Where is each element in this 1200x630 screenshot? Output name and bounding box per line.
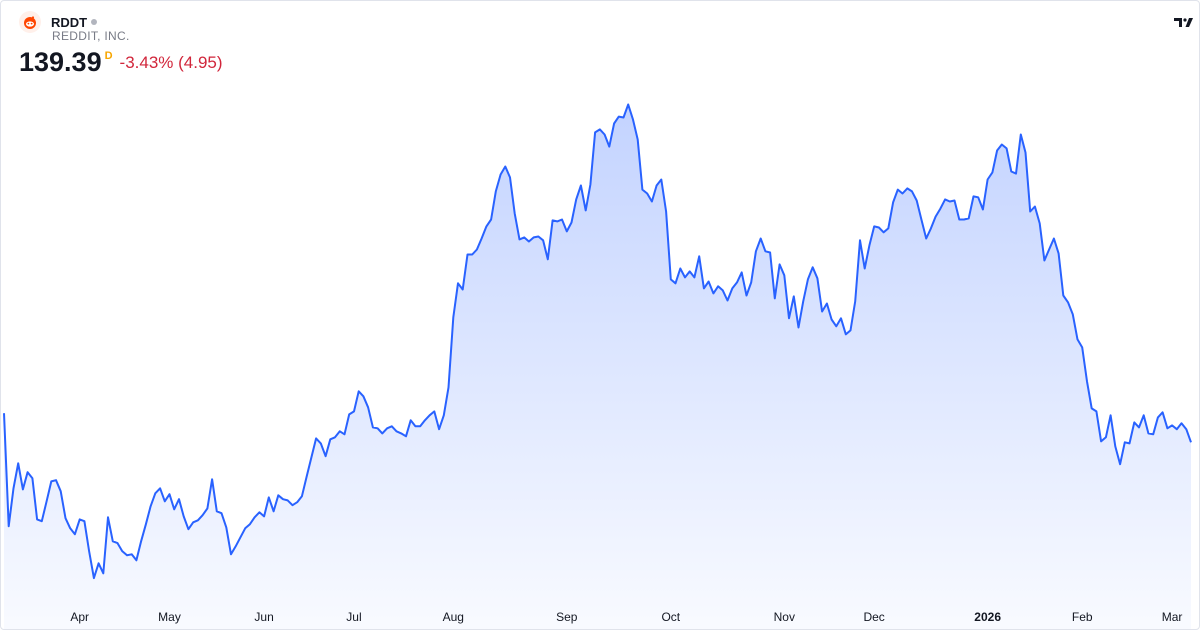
x-tick-label: 2026 xyxy=(974,610,1001,624)
company: REDDIT, INC. xyxy=(52,29,130,43)
price: 139.39 xyxy=(19,47,102,77)
logo xyxy=(19,11,41,33)
flag: D xyxy=(104,50,113,62)
x-tick-label: Jul xyxy=(346,610,361,624)
x-tick-label: Nov xyxy=(774,610,795,624)
x-tick-label: Jun xyxy=(254,610,273,624)
area-fill xyxy=(4,104,1191,629)
x-tick-label: Oct xyxy=(661,610,680,624)
x-tick-label: May xyxy=(158,610,181,624)
x-tick-label: Dec xyxy=(863,610,884,624)
x-tick-label: Sep xyxy=(556,610,578,624)
symbol: RDDT xyxy=(51,14,88,30)
x-tick-label: Apr xyxy=(70,610,89,624)
header: RDDT REDDIT, INC. 139.39 D -3.43% (4.95) xyxy=(19,11,223,78)
tv-logo[interactable] xyxy=(1169,9,1199,35)
x-tick-label: Feb xyxy=(1072,610,1093,624)
price-line xyxy=(3,103,1192,580)
x-tick-label: Aug xyxy=(443,610,464,624)
status-dot xyxy=(91,19,98,25)
change: -3.43% (4.95) xyxy=(119,52,223,72)
x-tick-label: Mar xyxy=(1162,610,1183,624)
